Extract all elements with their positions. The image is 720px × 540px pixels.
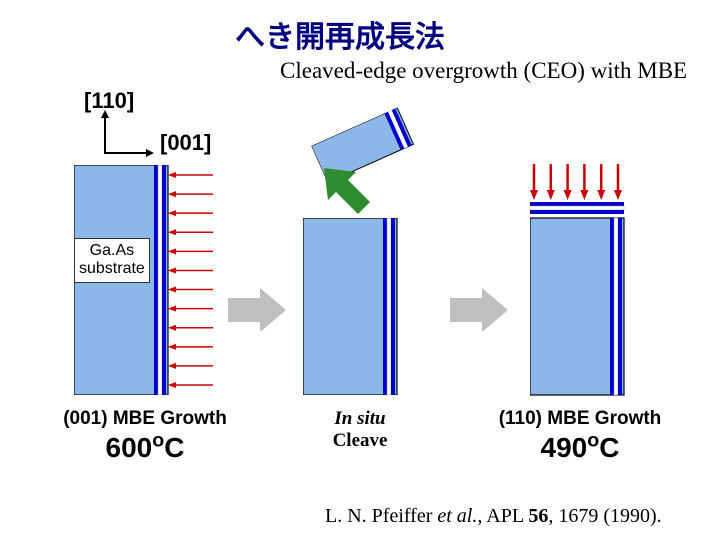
substrate-label: Ga.Assubstrate <box>74 238 150 283</box>
axis-001-label: [001] <box>160 130 211 156</box>
citation: L. N. Pfeiffer et al., APL 56, 1679 (199… <box>325 505 662 528</box>
subtitle: Cleaved-edge overgrowth (CEO) with MBE <box>280 58 687 84</box>
substrate-step3 <box>530 202 644 399</box>
caption-step1: (001) MBE Growth 600oC <box>60 408 230 464</box>
axis-110-arrow <box>104 116 106 152</box>
axis-001-arrow <box>104 152 148 154</box>
deposition-arrows <box>526 162 630 212</box>
process-arrow-2 <box>450 288 510 332</box>
mbe-growth-arrows <box>168 165 223 395</box>
caption-step3: (110) MBE Growth 490oC <box>480 408 680 464</box>
substrate-step2 <box>303 218 417 395</box>
cleave-arrow-icon <box>318 164 378 224</box>
caption-step2: In situ Cleave <box>300 408 420 452</box>
title-jp: へき開再成長法 <box>235 12 445 56</box>
process-arrow-1 <box>228 288 288 332</box>
axis-110-label: [110] <box>84 88 134 114</box>
